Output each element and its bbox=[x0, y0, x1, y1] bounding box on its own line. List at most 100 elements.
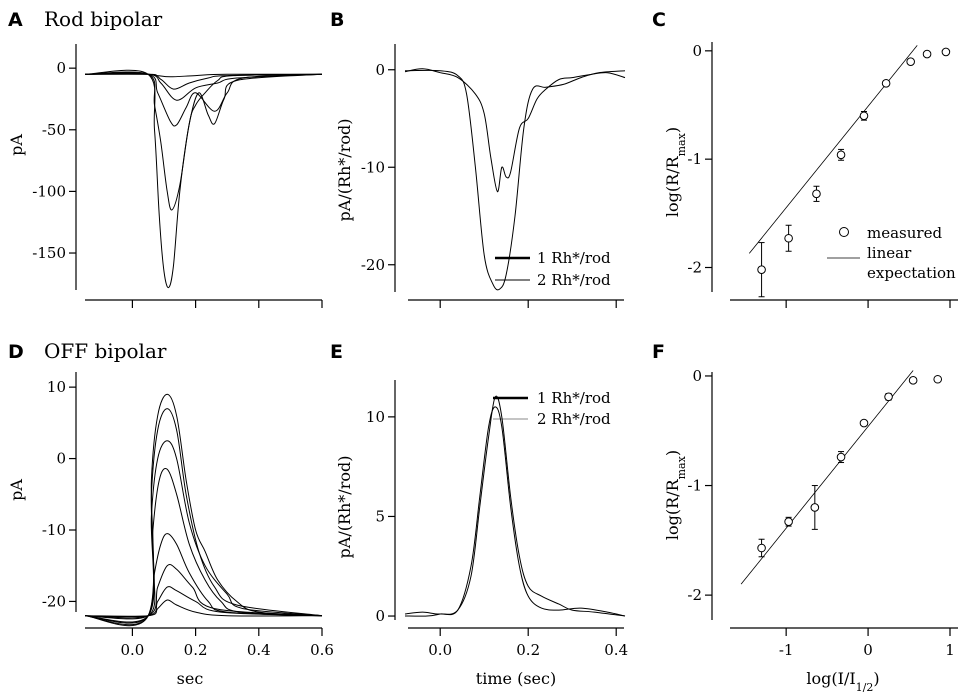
panel-b-trace-2 bbox=[404, 69, 626, 291]
panel-f-data-point-7 bbox=[908, 376, 918, 385]
panel-a-y-tick-label: -100 bbox=[32, 182, 66, 200]
panel-b-legend-label-2: 2 Rh*/rod bbox=[537, 271, 611, 289]
panel-a-ylabel: pA bbox=[7, 134, 26, 156]
panel-c-data-point-4 bbox=[836, 150, 846, 160]
panel-d-trace-7 bbox=[84, 408, 323, 626]
panel-d-trace-3 bbox=[84, 563, 323, 619]
panel-c-legend-marker bbox=[839, 227, 849, 237]
panel-a-trace-3 bbox=[84, 73, 323, 101]
panel-f-ylabel: log(R/Rmax) bbox=[663, 450, 688, 540]
panel-d-x-tick-label: 0.4 bbox=[247, 641, 271, 659]
panel-f-axes: 0 -1 -2 -1 0 1 bbox=[687, 367, 958, 659]
panel-e-legend-label-1: 1 Rh*/rod bbox=[537, 389, 611, 407]
panel-f-xlabel-main: log(I/I bbox=[806, 669, 855, 688]
panel-f-xlabel: log(I/I1/2) bbox=[806, 669, 879, 692]
panel-c-y-tick-label: -1 bbox=[687, 150, 702, 168]
panel-d-x-tick-label: 0.2 bbox=[184, 641, 208, 659]
panel-c-data-point-8 bbox=[922, 49, 932, 59]
panel-f-xlabel-sub: 1/2 bbox=[856, 681, 874, 693]
panel-c-data-point-3 bbox=[812, 189, 821, 199]
panel-e-y-tick-label: 0 bbox=[375, 607, 385, 625]
panel-f-xlabel-end: ) bbox=[873, 669, 879, 688]
panel-e-y-tick-label: 10 bbox=[366, 408, 385, 426]
panel-b-y-tick-label: -10 bbox=[361, 158, 385, 176]
panel-d-x-tick-label: 0.0 bbox=[120, 641, 144, 659]
panel-d-trace-1 bbox=[84, 599, 323, 617]
panel-f-data-point-6 bbox=[884, 392, 893, 402]
panel-a-axes: 0 -50 -100 -150 bbox=[32, 44, 323, 308]
panel-d-x-tick-label: 0.6 bbox=[310, 641, 334, 659]
panel-c-data-point-6 bbox=[881, 79, 891, 88]
panel-e-legend-label-2: 2 Rh*/rod bbox=[537, 410, 611, 428]
panel-c-legend-label-3: expectation bbox=[867, 264, 956, 282]
panel-a-y-tick-label: -150 bbox=[32, 244, 66, 262]
panel-a-trace-6 bbox=[84, 69, 323, 289]
panel-d-trace-8 bbox=[84, 393, 323, 627]
panel-c-legend-label-1: measured bbox=[867, 224, 942, 242]
panel-c-axes: 0 -1 -2 bbox=[687, 42, 958, 308]
panel-f-y-tick-label: -2 bbox=[687, 586, 702, 604]
panel-c-data-point-1 bbox=[757, 265, 766, 274]
panel-letter-b: B bbox=[330, 9, 344, 31]
panel-c-legend-label-2: linear bbox=[867, 244, 912, 262]
panel-letter-f: F bbox=[652, 341, 665, 363]
panel-f-data-point-8 bbox=[933, 374, 943, 384]
panel-f-x-tick-label: 1 bbox=[945, 641, 955, 659]
panel-d-xlabel: sec bbox=[177, 669, 204, 688]
panel-f-x-tick-label: 0 bbox=[863, 641, 873, 659]
panel-e-y-tick-label: 5 bbox=[375, 507, 385, 525]
panel-e-legend: 1 Rh*/rod 2 Rh*/rod bbox=[493, 389, 611, 428]
panel-f-y-tick-label: -1 bbox=[687, 477, 702, 495]
panel-c-ylabel-end: ) bbox=[663, 127, 682, 133]
panel-c-linear-expectation-line bbox=[748, 45, 918, 254]
panel-f-linear-expectation-line bbox=[740, 370, 914, 585]
panel-c-data-point-9 bbox=[941, 47, 951, 57]
panel-b-legend: 1 Rh*/rod 2 Rh*/rod bbox=[495, 249, 611, 289]
panel-d-axes: 10 0 -10 -20 0.0 0.2 0.4 0.6 bbox=[42, 372, 334, 659]
panel-b-axes: 0 -10 -20 bbox=[361, 44, 624, 308]
panel-e-x-tick-label: 0.4 bbox=[604, 641, 628, 659]
panel-d-trace-4 bbox=[84, 533, 323, 620]
panel-f-ylabel-sub: max bbox=[675, 455, 688, 479]
panel-c-data-point-2 bbox=[784, 233, 793, 243]
panel-f-ylabel-end: ) bbox=[663, 450, 682, 456]
panel-f-ylabel-main: log(R/R bbox=[663, 478, 682, 540]
panel-c-y-tick-label: -2 bbox=[687, 259, 702, 277]
panel-e-xlabel: time (sec) bbox=[476, 669, 556, 688]
panel-a-trace-5 bbox=[84, 71, 323, 211]
panel-d-ylabel: pA bbox=[7, 479, 26, 501]
panel-a-trace-4 bbox=[84, 72, 323, 127]
panel-c-ylabel: log(R/Rmax) bbox=[663, 127, 688, 217]
panel-c-data-point-5 bbox=[859, 111, 869, 121]
panel-e-trace-1 bbox=[404, 395, 626, 617]
panel-d-y-tick-label: -20 bbox=[42, 592, 66, 610]
panel-letter-c: C bbox=[652, 9, 666, 31]
panel-b-y-tick-label: 0 bbox=[375, 61, 385, 79]
panel-c-ylabel-main: log(R/R bbox=[663, 155, 682, 217]
panel-letter-d: D bbox=[8, 341, 24, 363]
panel-f-data-point-4 bbox=[836, 452, 846, 462]
panel-f-data-point-1 bbox=[757, 543, 766, 553]
panel-b-y-tick-label: -20 bbox=[361, 256, 385, 274]
panel-d-title: OFF bipolar bbox=[44, 339, 167, 363]
panel-b-ylabel: pA/(Rh*/rod) bbox=[335, 119, 354, 222]
panel-d-trace-2 bbox=[84, 586, 323, 618]
panel-b-trace-1 bbox=[404, 68, 626, 193]
panel-letter-a: A bbox=[8, 9, 23, 31]
panel-f-data-point-2 bbox=[784, 517, 793, 527]
panel-c-ylabel-sub: max bbox=[675, 132, 688, 156]
panel-c-data-point-7 bbox=[906, 57, 915, 66]
panel-f-x-tick-label: -1 bbox=[779, 641, 794, 659]
panel-e-x-tick-label: 0.2 bbox=[516, 641, 540, 659]
panel-a-y-tick-label: -50 bbox=[42, 121, 66, 139]
panel-b-legend-label-1: 1 Rh*/rod bbox=[537, 249, 611, 267]
panel-f-data-point-5 bbox=[859, 418, 869, 428]
panel-c-y-tick-label: 0 bbox=[692, 42, 702, 60]
panel-f-y-tick-label: 0 bbox=[692, 367, 702, 385]
panel-e-x-tick-label: 0.0 bbox=[428, 641, 452, 659]
panel-e-ylabel: pA/(Rh*/rod) bbox=[335, 456, 354, 559]
panel-e-axes: 10 5 0 0.0 0.2 0.4 bbox=[366, 380, 628, 659]
